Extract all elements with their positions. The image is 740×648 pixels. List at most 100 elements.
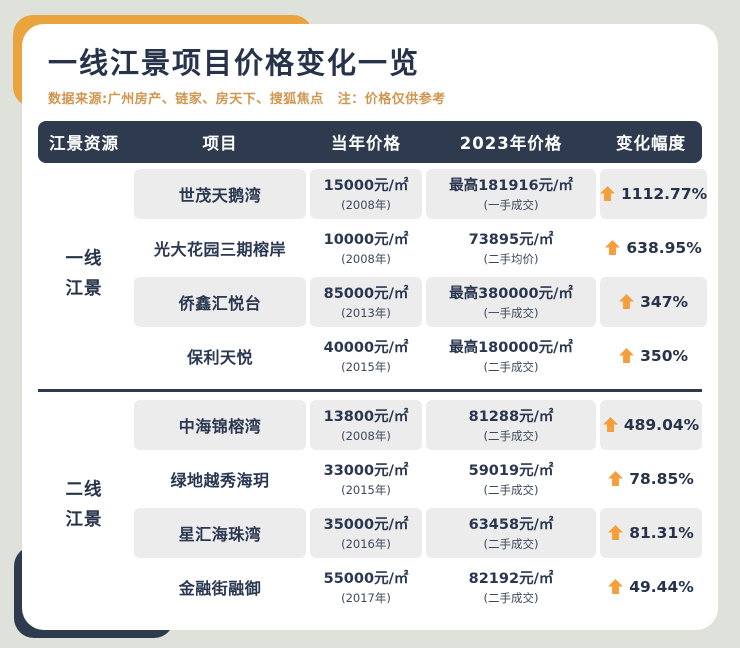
then-year: (2017年) xyxy=(341,591,391,606)
table-row: 侨鑫汇悦台 85000元/㎡ (2013年) 最高380000元/㎡ (一手成交… xyxy=(134,276,708,327)
price-2023-cell: 59019元/㎡ (二手成交) xyxy=(426,453,596,504)
then-price: 35000元/㎡ xyxy=(323,517,409,534)
group-rows-tier2: 中海锦榕湾 13800元/㎡ (2008年) 81288元/㎡ (二手成交) xyxy=(134,399,702,612)
then-price: 15000元/㎡ xyxy=(323,178,409,195)
then-price-cell: 85000元/㎡ (2013年) xyxy=(310,276,422,327)
change-value: 489.04% xyxy=(623,415,700,434)
change-cell: 350% xyxy=(600,330,708,381)
arrow-up-icon xyxy=(605,240,621,256)
deal-type-2023: (一手成交) xyxy=(483,306,539,321)
table-row: 保利天悦 40000元/㎡ (2015年) 最高180000元/㎡ (二手成交) xyxy=(134,330,708,381)
project-cell: 星汇海珠湾 xyxy=(134,507,306,558)
then-price: 55000元/㎡ xyxy=(323,571,409,588)
then-price: 10000元/㎡ xyxy=(323,232,409,249)
source-note: 数据来源:广州房产、链家、房天下、搜狐焦点 注：价格仅供参考 xyxy=(38,88,702,107)
then-year: (2008年) xyxy=(341,429,391,444)
change-value: 1112.77% xyxy=(621,184,708,203)
change-value: 78.85% xyxy=(629,469,694,488)
project-name: 中海锦榕湾 xyxy=(178,416,262,436)
deal-type-2023: (二手成交) xyxy=(483,537,539,552)
change-cell: 489.04% xyxy=(600,399,702,450)
card-wrapper: 一线江景项目价格变化一览 数据来源:广州房产、链家、房天下、搜狐焦点 注：价格仅供… xyxy=(13,15,718,638)
price-2023-cell: 63458元/㎡ (二手成交) xyxy=(426,507,596,558)
project-cell: 中海锦榕湾 xyxy=(134,399,306,450)
deal-type-2023: (一手成交) xyxy=(483,198,539,213)
arrow-up-icon xyxy=(602,417,618,433)
then-year: (2008年) xyxy=(341,198,391,213)
column-header-resource: 江景资源 xyxy=(49,133,119,153)
price-2023: 63458元/㎡ xyxy=(468,517,554,534)
price-2023-cell: 最高181916元/㎡ (一手成交) xyxy=(426,168,596,219)
price-2023: 73895元/㎡ xyxy=(468,232,554,249)
column-header-2023-price: 2023年价格 xyxy=(459,133,563,153)
project-name: 世茂天鹅湾 xyxy=(178,185,262,205)
disclaimer-text: 注：价格仅供参考 xyxy=(337,91,446,107)
then-year: (2008年) xyxy=(341,252,391,267)
group-label-tier1: 一线 江景 xyxy=(65,249,103,299)
price-2023: 最高380000元/㎡ xyxy=(449,286,573,303)
then-price: 13800元/㎡ xyxy=(323,409,409,426)
table-group-tier2: 二线 江景 中海锦榕湾 13800元/㎡ (2008年) 81288元/㎡ (二… xyxy=(38,388,702,612)
deal-type-2023: (二手成交) xyxy=(483,429,539,444)
price-2023: 82192元/㎡ xyxy=(468,571,554,588)
table-header-row: 江景资源 项目 当年价格 2023年价格 变化幅度 xyxy=(38,120,702,163)
change-cell: 78.85% xyxy=(600,453,702,504)
then-price-cell: 13800元/㎡ (2008年) xyxy=(310,399,422,450)
price-2023: 59019元/㎡ xyxy=(468,463,554,480)
arrow-up-icon xyxy=(608,525,624,541)
change-value: 49.44% xyxy=(629,577,694,596)
then-year: (2015年) xyxy=(341,483,391,498)
project-cell: 世茂天鹅湾 xyxy=(134,168,306,219)
project-name: 光大花园三期榕岸 xyxy=(153,239,286,259)
column-header-project: 项目 xyxy=(202,133,238,153)
deal-type-2023: (二手均价) xyxy=(483,252,539,267)
change-cell: 638.95% xyxy=(600,222,708,273)
change-cell: 49.44% xyxy=(600,561,702,612)
then-price-cell: 15000元/㎡ (2008年) xyxy=(310,168,422,219)
arrow-up-icon xyxy=(600,186,615,202)
price-2023-cell: 82192元/㎡ (二手成交) xyxy=(426,561,596,612)
table-row: 世茂天鹅湾 15000元/㎡ (2008年) 最高181916元/㎡ (一手成交… xyxy=(134,168,708,219)
arrow-up-icon xyxy=(608,471,624,487)
change-value: 350% xyxy=(640,346,689,365)
price-2023-cell: 最高380000元/㎡ (一手成交) xyxy=(426,276,596,327)
project-cell: 金融街融御 xyxy=(134,561,306,612)
project-name: 星汇海珠湾 xyxy=(178,524,262,544)
project-name: 绿地越秀海玥 xyxy=(170,470,270,490)
change-cell: 347% xyxy=(600,276,708,327)
project-name: 侨鑫汇悦台 xyxy=(178,293,262,313)
price-2023: 81288元/㎡ xyxy=(468,409,554,426)
page-title: 一线江景项目价格变化一览 xyxy=(48,46,421,80)
table-row: 光大花园三期榕岸 10000元/㎡ (2008年) 73895元/㎡ (二手均价… xyxy=(134,222,708,273)
project-name: 保利天悦 xyxy=(186,347,253,367)
table-row: 星汇海珠湾 35000元/㎡ (2016年) 63458元/㎡ (二手成交) xyxy=(134,507,702,558)
change-value: 638.95% xyxy=(626,238,702,257)
then-price-cell: 55000元/㎡ (2017年) xyxy=(310,561,422,612)
arrow-up-icon xyxy=(619,294,635,310)
deal-type-2023: (二手成交) xyxy=(483,483,539,498)
project-cell: 绿地越秀海玥 xyxy=(134,453,306,504)
data-source-text: 数据来源:广州房产、链家、房天下、搜狐焦点 xyxy=(48,91,324,107)
table-row: 金融街融御 55000元/㎡ (2017年) 82192元/㎡ (二手成交) xyxy=(134,561,702,612)
then-price: 33000元/㎡ xyxy=(323,463,409,480)
price-2023: 最高181916元/㎡ xyxy=(449,178,573,195)
then-price-cell: 35000元/㎡ (2016年) xyxy=(310,507,422,558)
then-price-cell: 10000元/㎡ (2008年) xyxy=(310,222,422,273)
table-group-tier1: 一线 江景 世茂天鹅湾 15000元/㎡ (2008年) 最高181916元/㎡… xyxy=(38,168,708,381)
price-2023: 最高180000元/㎡ xyxy=(449,340,573,357)
price-2023-cell: 81288元/㎡ (二手成交) xyxy=(426,399,596,450)
column-header-then-price: 当年价格 xyxy=(331,133,401,153)
then-year: (2015年) xyxy=(341,360,391,375)
table-row: 中海锦榕湾 13800元/㎡ (2008年) 81288元/㎡ (二手成交) xyxy=(134,399,702,450)
price-2023-cell: 73895元/㎡ (二手均价) xyxy=(426,222,596,273)
infographic-card: 一线江景项目价格变化一览 数据来源:广州房产、链家、房天下、搜狐焦点 注：价格仅供… xyxy=(22,24,718,630)
then-price-cell: 40000元/㎡ (2015年) xyxy=(310,330,422,381)
group-label-tier2: 二线 江景 xyxy=(65,480,103,530)
column-header-change: 变化幅度 xyxy=(616,133,686,153)
change-cell: 1112.77% xyxy=(600,168,708,219)
price-2023-cell: 最高180000元/㎡ (二手成交) xyxy=(426,330,596,381)
then-price-cell: 33000元/㎡ (2015年) xyxy=(310,453,422,504)
project-cell: 保利天悦 xyxy=(134,330,306,381)
group-rows-tier1: 世茂天鹅湾 15000元/㎡ (2008年) 最高181916元/㎡ (一手成交… xyxy=(134,168,708,381)
